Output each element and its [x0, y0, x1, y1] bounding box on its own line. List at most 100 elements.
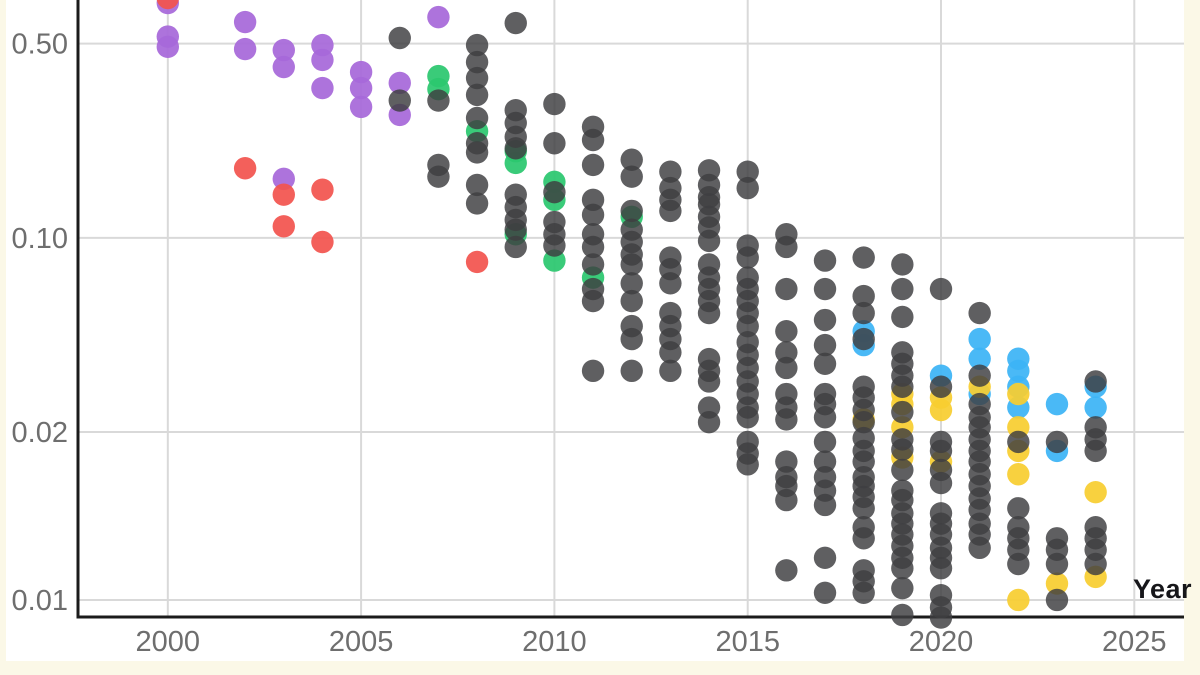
- data-point: [427, 5, 450, 29]
- x-tick-label-2000: 2000: [136, 626, 201, 658]
- data-point: [581, 235, 605, 259]
- data-point: [504, 11, 527, 35]
- data-point: [233, 37, 257, 61]
- data-point: [813, 406, 837, 429]
- data-point: [1084, 370, 1107, 393]
- data-point: [156, 35, 179, 59]
- data-point: [504, 218, 527, 241]
- data-point: [581, 153, 605, 177]
- data-point: [929, 471, 953, 495]
- data-point: [891, 438, 914, 461]
- data-point: [775, 488, 798, 512]
- data-point: [620, 148, 643, 171]
- data-point: [1084, 481, 1107, 504]
- data-point: [659, 160, 682, 183]
- data-point: [736, 160, 759, 183]
- data-point: [465, 33, 489, 57]
- data-point: [1045, 572, 1069, 595]
- data-point: [813, 581, 837, 605]
- data-point: [272, 215, 295, 238]
- data-point: [581, 289, 605, 313]
- data-point: [736, 176, 759, 200]
- data-point: [929, 375, 953, 398]
- data-point: [736, 246, 759, 269]
- data-point: [968, 301, 991, 325]
- series-purple: [156, 0, 450, 191]
- data-point: [1084, 552, 1107, 576]
- data-point: [620, 359, 643, 383]
- data-point: [891, 375, 914, 398]
- data-point: [1007, 588, 1030, 612]
- data-point: [775, 235, 798, 259]
- data-point: [504, 235, 527, 259]
- data-point: [465, 106, 489, 130]
- data-point: [852, 246, 875, 269]
- data-point: [891, 305, 914, 329]
- data-point: [388, 89, 411, 112]
- data-point: [311, 48, 334, 72]
- data-point: [852, 301, 875, 325]
- data-point: [852, 497, 875, 520]
- data-point: [891, 458, 914, 482]
- data-point: [813, 493, 837, 517]
- data-point: [543, 180, 566, 204]
- data-point: [620, 327, 643, 351]
- data-point: [349, 76, 373, 100]
- data-point: [929, 398, 953, 422]
- data-point: [775, 559, 798, 582]
- data-point: [775, 277, 798, 301]
- y-tick-label-0.10: 0.10: [12, 223, 68, 255]
- data-point: [1007, 382, 1030, 406]
- data-point: [272, 55, 295, 79]
- data-point: [543, 132, 566, 155]
- data-point: [968, 536, 991, 560]
- data-point: [1045, 392, 1069, 416]
- data-point: [620, 165, 643, 188]
- data-point: [813, 450, 837, 473]
- y-tick-label-0.01: 0.01: [12, 585, 68, 617]
- data-point: [620, 289, 643, 313]
- data-point: [1045, 430, 1069, 454]
- data-point: [813, 308, 837, 332]
- data-point: [1007, 497, 1030, 520]
- data-point: [697, 370, 721, 393]
- data-point: [813, 546, 837, 570]
- data-point: [465, 192, 489, 215]
- data-point: [891, 603, 914, 627]
- data-point: [233, 10, 257, 34]
- x-tick-label-2020: 2020: [909, 626, 974, 658]
- data-point: [349, 60, 373, 84]
- series-gray: [388, 11, 1107, 629]
- data-point: [156, 0, 179, 10]
- x-axis-title: Year: [1133, 574, 1193, 604]
- x-tick-label-2010: 2010: [522, 626, 587, 658]
- series-red: [156, 0, 489, 274]
- data-point: [272, 167, 295, 191]
- data-point: [659, 199, 682, 223]
- data-point: [1007, 552, 1030, 576]
- data-point: [775, 320, 798, 343]
- data-point: [620, 272, 643, 295]
- data-point: [233, 157, 257, 180]
- data-point: [543, 234, 566, 257]
- series-green: [427, 64, 643, 289]
- data-point: [1045, 552, 1069, 576]
- data-point: [311, 76, 334, 100]
- data-point: [427, 165, 450, 188]
- data-point: [465, 50, 489, 74]
- data-point: [465, 83, 489, 107]
- data-point: [891, 253, 914, 276]
- data-point: [968, 327, 991, 351]
- data-point: [465, 250, 489, 274]
- data-point: [929, 557, 953, 580]
- data-point: [504, 137, 527, 160]
- data-point: [659, 359, 682, 383]
- data-point: [929, 439, 953, 463]
- x-tick-label-2015: 2015: [715, 626, 780, 658]
- data-point: [620, 199, 643, 223]
- data-point: [775, 341, 798, 364]
- data-point: [813, 249, 837, 272]
- data-point: [1007, 463, 1030, 486]
- data-point: [311, 178, 334, 201]
